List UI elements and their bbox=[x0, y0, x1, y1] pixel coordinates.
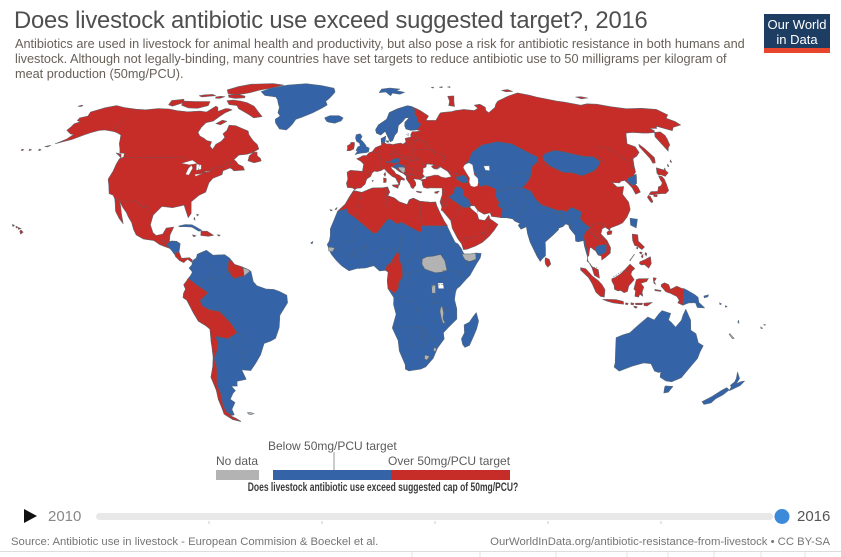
svg-text:2016: 2016 bbox=[797, 508, 830, 525]
svg-text:2010: 2010 bbox=[48, 508, 81, 525]
